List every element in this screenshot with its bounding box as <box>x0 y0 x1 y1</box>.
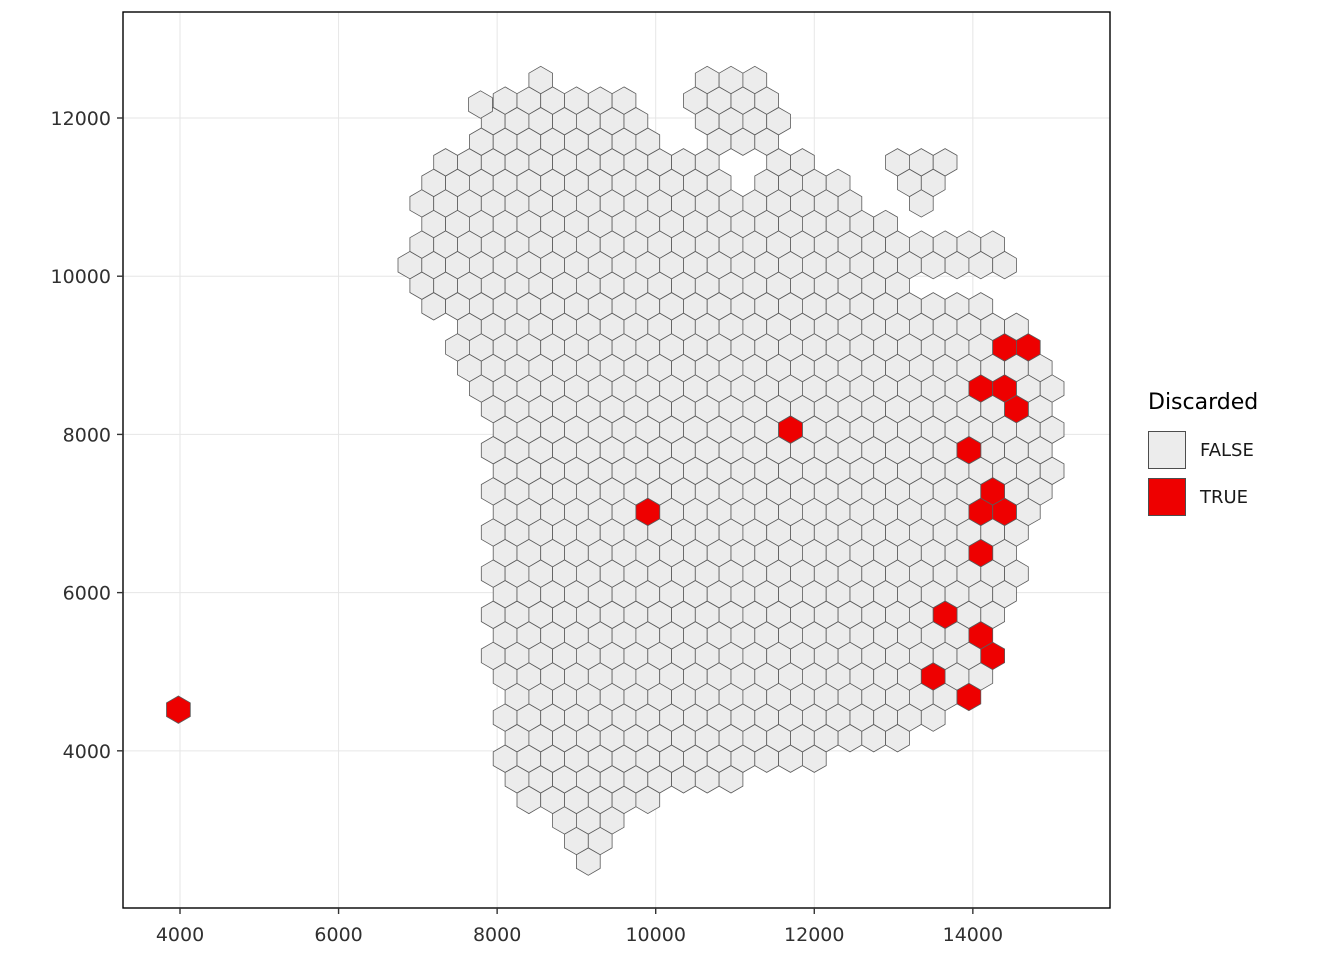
hex-true <box>956 682 982 712</box>
legend: Discarded FALSE TRUE <box>1148 390 1258 525</box>
legend-title: Discarded <box>1148 390 1259 415</box>
y-tick-label: 8000 <box>63 424 111 446</box>
hex-true <box>932 600 958 629</box>
hex-true <box>968 621 994 650</box>
legend-item-false: FALSE <box>1148 431 1258 469</box>
hex-false <box>611 86 637 115</box>
hex-true <box>778 415 803 444</box>
x-tick-label: 10000 <box>625 924 685 946</box>
y-tick-label: 12000 <box>51 108 111 130</box>
hex-false <box>825 168 851 198</box>
hex-false <box>968 292 994 321</box>
hex-false <box>468 90 493 119</box>
hex-false <box>742 65 768 95</box>
hex-false <box>790 148 815 177</box>
hex-layer <box>166 65 1065 876</box>
x-tick-label: 8000 <box>473 924 521 946</box>
y-tick-label: 10000 <box>51 266 111 288</box>
x-tick-label: 14000 <box>943 924 1003 946</box>
legend-item-true: TRUE <box>1148 478 1258 516</box>
y-tick-label: 4000 <box>63 741 111 763</box>
y-tick-label: 6000 <box>63 583 111 605</box>
axis-layer: 4000 6000 8000 10000 12000 14000 4000 6000 8000 1… <box>51 108 1004 946</box>
hex-false <box>932 148 958 177</box>
legend-label-false: FALSE <box>1200 439 1254 461</box>
x-tick-label: 6000 <box>314 924 362 946</box>
legend-label-true: TRUE <box>1200 486 1249 508</box>
hex-true <box>920 662 946 691</box>
hex-false <box>873 209 898 239</box>
hex-true <box>1016 333 1041 362</box>
legend-key-true <box>1148 478 1186 516</box>
legend-key-false <box>1148 431 1186 469</box>
hex-true <box>968 538 994 568</box>
x-tick-label: 4000 <box>156 924 204 946</box>
hex-false <box>528 65 553 95</box>
hex-true <box>635 497 661 527</box>
hex-false <box>980 230 1005 259</box>
panel-border <box>122 11 1111 909</box>
hex-true <box>992 374 1017 403</box>
x-tick-label: 12000 <box>784 924 844 946</box>
hex-true <box>166 695 191 724</box>
hex-true <box>980 477 1005 506</box>
hex-true <box>956 436 982 465</box>
